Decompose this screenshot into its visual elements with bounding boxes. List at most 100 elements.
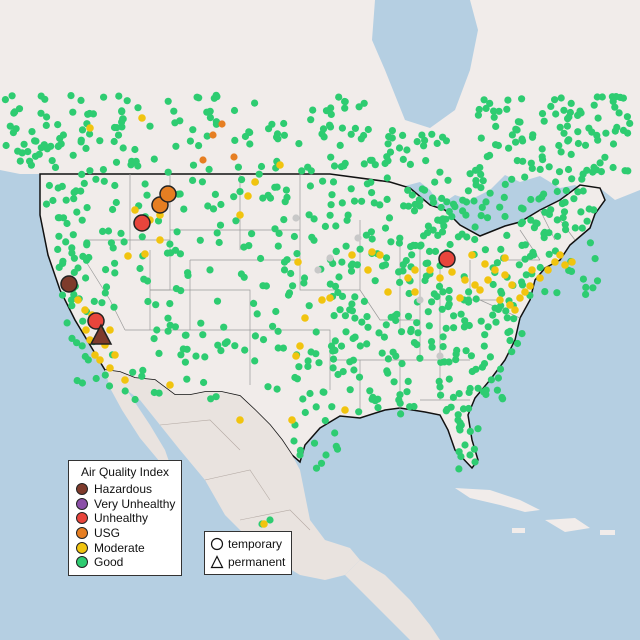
usg-station-marker[interactable] xyxy=(199,156,207,164)
good-station-marker[interactable] xyxy=(304,357,312,365)
good-station-marker[interactable] xyxy=(73,208,81,216)
good-station-marker[interactable] xyxy=(111,269,119,277)
moderate-station-marker[interactable] xyxy=(384,288,392,296)
good-station-marker[interactable] xyxy=(577,208,585,216)
good-station-marker[interactable] xyxy=(367,178,375,186)
moderate-station-marker[interactable] xyxy=(476,286,484,294)
good-station-marker[interactable] xyxy=(492,141,500,149)
good-station-marker[interactable] xyxy=(501,180,509,188)
good-station-marker[interactable] xyxy=(127,161,135,169)
moderate-station-marker[interactable] xyxy=(511,306,519,314)
good-station-marker[interactable] xyxy=(196,236,204,244)
good-station-marker[interactable] xyxy=(220,323,228,331)
good-station-marker[interactable] xyxy=(404,377,412,385)
good-station-marker[interactable] xyxy=(264,383,272,391)
good-station-marker[interactable] xyxy=(110,123,119,132)
moderate-station-marker[interactable] xyxy=(456,294,464,302)
moderate-station-marker[interactable] xyxy=(294,258,302,266)
good-station-marker[interactable] xyxy=(486,353,494,361)
good-station-marker[interactable] xyxy=(283,193,291,201)
good-station-marker[interactable] xyxy=(164,314,172,322)
good-station-marker[interactable] xyxy=(402,257,410,265)
good-station-marker[interactable] xyxy=(105,382,114,390)
good-station-marker[interactable] xyxy=(54,121,62,129)
good-station-marker[interactable] xyxy=(80,179,88,187)
good-station-marker[interactable] xyxy=(445,295,453,303)
good-station-marker[interactable] xyxy=(2,141,10,150)
good-station-marker[interactable] xyxy=(236,188,244,196)
good-station-marker[interactable] xyxy=(139,366,147,374)
good-station-marker[interactable] xyxy=(446,240,454,249)
good-station-marker[interactable] xyxy=(601,153,609,161)
good-station-marker[interactable] xyxy=(246,140,254,148)
good-station-marker[interactable] xyxy=(518,330,526,338)
good-station-marker[interactable] xyxy=(78,216,86,224)
good-station-marker[interactable] xyxy=(312,464,321,472)
moderate-station-marker[interactable] xyxy=(166,381,174,389)
good-station-marker[interactable] xyxy=(77,187,85,195)
good-station-marker[interactable] xyxy=(455,465,463,473)
good-station-marker[interactable] xyxy=(238,176,246,184)
good-station-marker[interactable] xyxy=(212,91,220,99)
moderate-station-marker[interactable] xyxy=(461,276,469,284)
good-station-marker[interactable] xyxy=(374,395,382,403)
good-station-marker[interactable] xyxy=(84,110,92,118)
good-station-marker[interactable] xyxy=(336,306,344,314)
good-station-marker[interactable] xyxy=(400,202,408,210)
good-station-marker[interactable] xyxy=(609,163,617,172)
good-station-marker[interactable] xyxy=(253,310,261,318)
moderate-station-marker[interactable] xyxy=(156,236,164,244)
good-station-marker[interactable] xyxy=(564,137,572,145)
good-station-marker[interactable] xyxy=(358,197,366,205)
good-station-marker[interactable] xyxy=(619,94,628,102)
moderate-station-marker[interactable] xyxy=(111,351,119,359)
good-station-marker[interactable] xyxy=(129,368,137,376)
usg-station-marker[interactable] xyxy=(159,185,177,203)
good-station-marker[interactable] xyxy=(183,345,191,353)
good-station-marker[interactable] xyxy=(24,148,32,156)
good-station-marker[interactable] xyxy=(396,278,404,286)
good-station-marker[interactable] xyxy=(110,303,118,311)
good-station-marker[interactable] xyxy=(621,167,629,175)
good-station-marker[interactable] xyxy=(67,296,75,304)
good-station-marker[interactable] xyxy=(310,439,319,447)
good-station-marker[interactable] xyxy=(538,145,546,153)
good-station-marker[interactable] xyxy=(347,130,355,138)
good-station-marker[interactable] xyxy=(170,107,178,115)
good-station-marker[interactable] xyxy=(615,109,623,117)
good-station-marker[interactable] xyxy=(435,377,443,385)
good-station-marker[interactable] xyxy=(68,334,76,342)
good-station-marker[interactable] xyxy=(16,157,24,165)
good-station-marker[interactable] xyxy=(92,175,100,183)
good-station-marker[interactable] xyxy=(273,130,282,138)
good-station-marker[interactable] xyxy=(351,293,359,301)
moderate-station-marker[interactable] xyxy=(244,192,252,200)
good-station-marker[interactable] xyxy=(551,96,559,104)
good-station-marker[interactable] xyxy=(176,190,184,198)
good-station-marker[interactable] xyxy=(368,189,376,197)
good-station-marker[interactable] xyxy=(70,291,78,299)
good-station-marker[interactable] xyxy=(150,155,158,163)
good-station-marker[interactable] xyxy=(274,242,282,250)
good-station-marker[interactable] xyxy=(240,273,248,281)
good-station-marker[interactable] xyxy=(209,205,218,213)
good-station-marker[interactable] xyxy=(484,323,492,331)
good-station-marker[interactable] xyxy=(348,260,357,268)
good-station-marker[interactable] xyxy=(561,221,569,229)
good-station-marker[interactable] xyxy=(487,376,495,384)
good-station-marker[interactable] xyxy=(383,174,391,182)
good-station-marker[interactable] xyxy=(355,103,363,111)
good-station-marker[interactable] xyxy=(332,222,340,230)
good-station-marker[interactable] xyxy=(482,390,490,399)
good-station-marker[interactable] xyxy=(392,352,400,360)
good-station-marker[interactable] xyxy=(112,158,121,166)
good-station-marker[interactable] xyxy=(427,338,436,346)
good-station-marker[interactable] xyxy=(384,157,392,165)
moderate-station-marker[interactable] xyxy=(301,314,309,322)
good-station-marker[interactable] xyxy=(199,331,207,339)
good-station-marker[interactable] xyxy=(42,200,51,208)
good-station-marker[interactable] xyxy=(271,225,279,233)
good-station-marker[interactable] xyxy=(530,251,538,259)
moderate-station-marker[interactable] xyxy=(296,342,304,350)
good-station-marker[interactable] xyxy=(248,230,256,238)
